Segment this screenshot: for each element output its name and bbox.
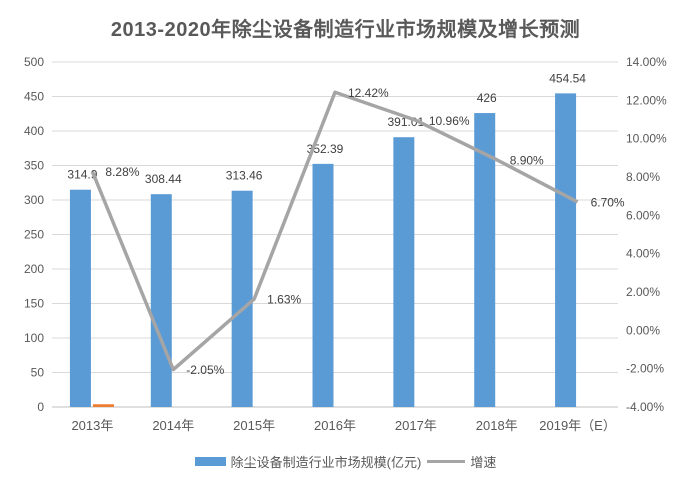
- bar-value-label: 313.46: [226, 169, 263, 183]
- y-axis-right-tick-label: 0.00%: [626, 323, 660, 337]
- line-value-label: 6.70%: [591, 195, 625, 209]
- line-value-label: -2.05%: [186, 363, 224, 377]
- legend-item-market-size: 除尘设备制造行业市场规模(亿元): [194, 452, 422, 471]
- y-axis-left-tick-label: 50: [31, 366, 45, 380]
- line-value-label: 8.28%: [105, 165, 139, 179]
- legend: 除尘设备制造行业市场规模(亿元) 增速: [0, 452, 691, 471]
- y-axis-left-tick-label: 300: [24, 193, 44, 207]
- x-axis-tick-label: 2019年（E）: [539, 418, 616, 433]
- y-axis-right-tick-label: 14.00%: [626, 55, 667, 69]
- x-axis-tick-label: 2016年: [314, 418, 356, 433]
- y-axis-right-tick-label: 10.00%: [626, 132, 667, 146]
- legend-line-swatch: [427, 460, 466, 463]
- x-axis-tick-label: 2018年: [476, 418, 518, 433]
- market-size-bar: [393, 137, 415, 407]
- market-size-bar: [150, 194, 172, 407]
- y-axis-left-tick-label: 350: [24, 159, 44, 173]
- legend-label-growth: 增速: [470, 455, 497, 470]
- bar-value-label: 454.54: [549, 71, 586, 85]
- y-axis-right-tick-label: 2.00%: [626, 285, 660, 299]
- y-axis-right-tick-label: 12.00%: [626, 93, 667, 107]
- bar-value-label: 314.9: [67, 168, 97, 182]
- y-axis-right-tick-label: 4.00%: [626, 247, 660, 261]
- x-axis-tick-label: 2015年: [233, 418, 275, 433]
- line-value-label: 12.42%: [348, 86, 389, 100]
- y-axis-right-tick-label: -4.00%: [626, 400, 664, 414]
- market-size-bar: [69, 189, 91, 407]
- orange-dash: [92, 404, 114, 407]
- bar-value-label: 308.44: [145, 172, 182, 186]
- y-axis-left-tick-label: 150: [24, 297, 44, 311]
- y-axis-left-tick-label: 0: [37, 400, 44, 414]
- y-axis-right-tick-label: 6.00%: [626, 208, 660, 222]
- y-axis-left-tick-label: 250: [24, 228, 44, 242]
- bar-value-label: 426: [477, 91, 497, 105]
- market-size-bar: [312, 163, 334, 407]
- legend-label-market-size: 除尘设备制造行业市场规模(亿元): [230, 455, 422, 470]
- y-axis-left-tick-label: 400: [24, 124, 44, 138]
- legend-item-growth: 增速: [427, 452, 496, 471]
- y-axis-right-tick-label: 8.00%: [626, 170, 660, 184]
- y-axis-left-tick-label: 100: [24, 331, 44, 345]
- line-value-label: 1.63%: [267, 293, 301, 307]
- line-value-label: 10.96%: [429, 114, 470, 128]
- x-axis-tick-label: 2017年: [395, 418, 437, 433]
- growth-line: [90, 90, 579, 372]
- market-size-bar: [474, 113, 496, 407]
- y-axis-left-tick-label: 200: [24, 262, 44, 276]
- y-axis-left-tick-label: 450: [24, 90, 44, 104]
- market-size-bar: [555, 93, 577, 407]
- y-axis-right-tick-label: -2.00%: [626, 362, 664, 376]
- legend-bar-swatch: [194, 457, 226, 466]
- x-axis-tick-label: 2013年: [71, 418, 113, 433]
- market-size-bar: [231, 190, 253, 407]
- x-axis-tick-label: 2014年: [152, 418, 194, 433]
- y-axis-left-tick-label: 500: [24, 55, 44, 69]
- chart-title: 2013-2020年除尘设备制造行业市场规模及增长预测: [110, 19, 581, 41]
- line-value-label: 8.90%: [510, 153, 544, 167]
